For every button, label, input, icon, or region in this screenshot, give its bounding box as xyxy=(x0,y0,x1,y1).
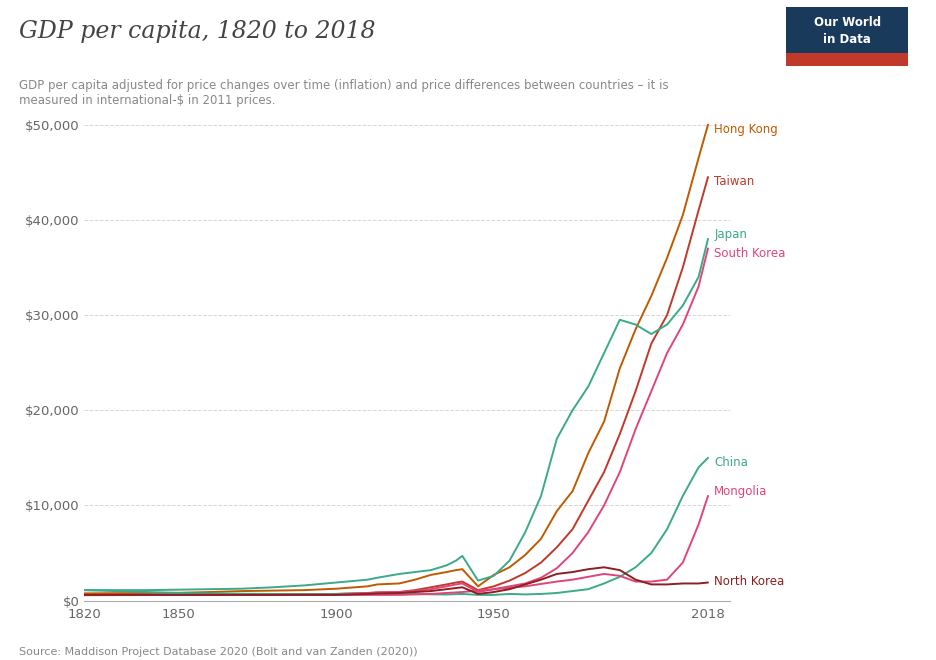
Text: Source: Maddison Project Database 2020 (Bolt and van Zanden (2020)): Source: Maddison Project Database 2020 (… xyxy=(19,647,417,657)
Text: North Korea: North Korea xyxy=(714,575,784,588)
Text: Mongolia: Mongolia xyxy=(714,484,768,498)
Text: in Data: in Data xyxy=(823,34,871,46)
Bar xyxy=(786,53,908,66)
Text: GDP per capita, 1820 to 2018: GDP per capita, 1820 to 2018 xyxy=(19,20,375,43)
Text: South Korea: South Korea xyxy=(714,247,785,259)
Text: Taiwan: Taiwan xyxy=(714,176,754,188)
FancyBboxPatch shape xyxy=(786,7,908,66)
Text: Our World: Our World xyxy=(813,16,881,29)
Text: Hong Kong: Hong Kong xyxy=(714,123,778,136)
Text: Japan: Japan xyxy=(714,228,747,241)
Text: GDP per capita adjusted for price changes over time (inflation) and price differ: GDP per capita adjusted for price change… xyxy=(19,79,668,107)
Text: China: China xyxy=(714,456,748,469)
